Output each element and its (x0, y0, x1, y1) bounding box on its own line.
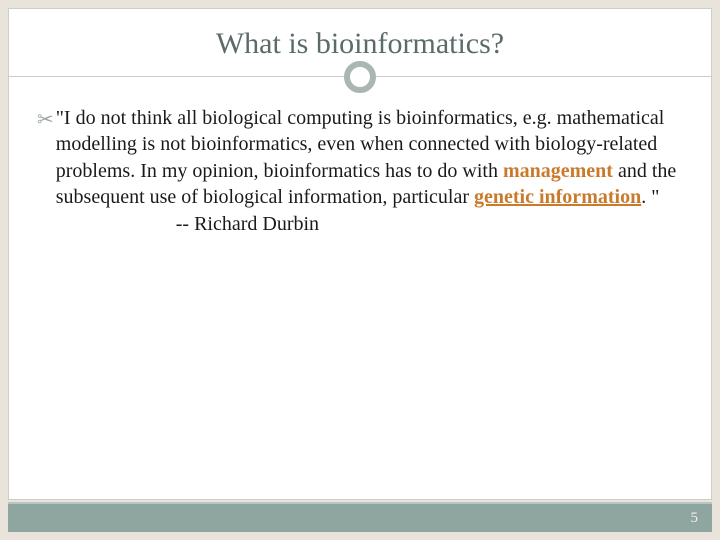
quote-text: "I do not think all biological computing… (56, 105, 683, 237)
quote-attribution: -- Richard Durbin (176, 211, 319, 237)
quote-post: . " (641, 186, 659, 208)
slide-frame: What is bioinformatics? ✂ "I do not thin… (8, 8, 712, 500)
scissors-icon: ✂ (37, 107, 54, 132)
content-area: ✂ "I do not think all biological computi… (9, 91, 711, 237)
keyword-management: management (503, 160, 613, 182)
page-number: 5 (691, 510, 699, 527)
slide-title: What is bioinformatics? (9, 27, 711, 61)
keyword-genetic-information: genetic information (474, 186, 641, 208)
ring-icon (344, 61, 376, 93)
footer-bar: 5 (8, 502, 712, 532)
title-area: What is bioinformatics? (9, 9, 711, 91)
bullet-item: ✂ "I do not think all biological computi… (37, 105, 683, 237)
